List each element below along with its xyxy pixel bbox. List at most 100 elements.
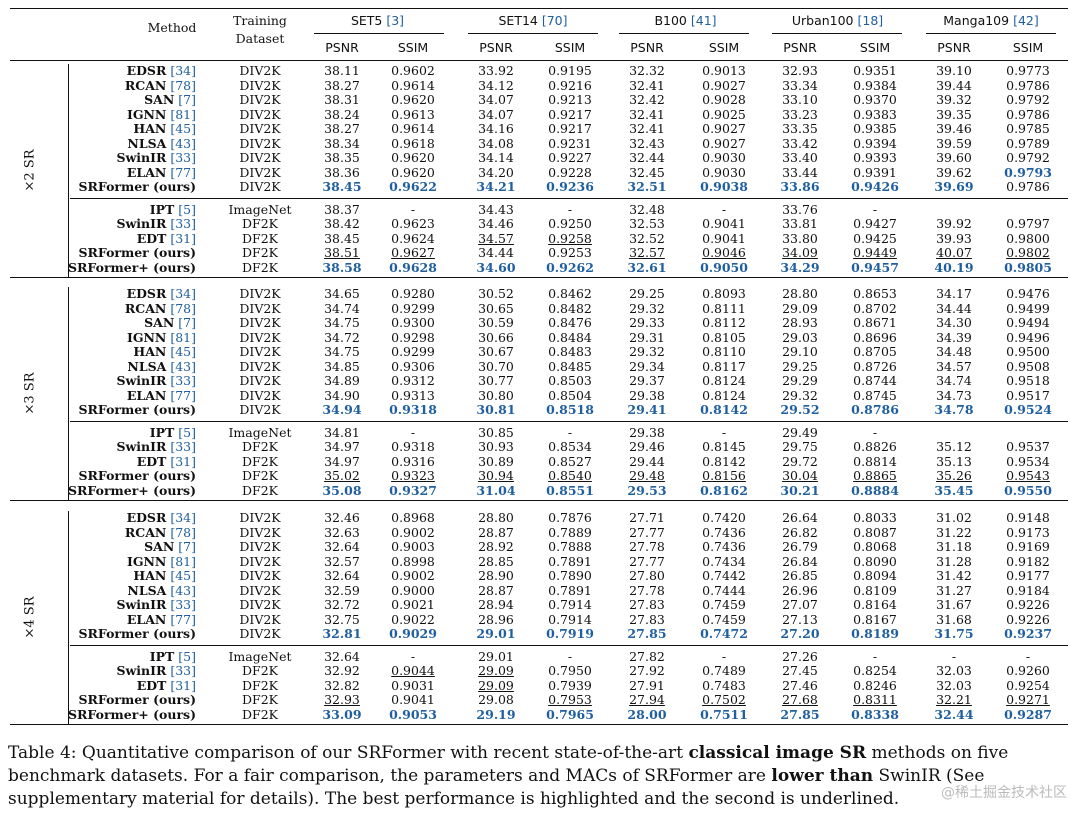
metric-value: 33.42 [782,135,818,151]
metric-value: 31.04 [476,482,516,498]
metric-value: 0.9148 [1006,510,1050,525]
method-name: ELAN [77] [126,611,196,627]
metric-value: 40.07 [936,245,972,260]
metric-value: 0.9620 [391,164,435,180]
metric-value: 30.70 [478,358,514,374]
metric-value: 27.83 [629,597,665,612]
metric-value: 38.51 [324,245,360,260]
metric-header: PSNR [479,40,513,55]
metric-value: 0.7953 [548,692,592,707]
training-dataset: DIV2K [239,329,281,345]
method-name: SRFormer (ours) [78,402,196,417]
metric-value: 32.48 [629,201,665,217]
metric-value: 28.94 [478,597,514,612]
metric-value: 39.32 [936,92,972,107]
metric-value: 0.9041 [391,692,435,707]
metric-value: 27.80 [629,568,665,583]
metric-value: 0.9177 [1006,568,1050,583]
metric-value: 35.08 [322,482,362,498]
method-name: IPT [5] [149,648,196,664]
metric-value: 0.8094 [853,568,897,583]
metric-value: 30.66 [478,329,514,345]
metric-value: 32.82 [324,677,360,693]
metric-value: 38.27 [324,121,360,136]
metric-value: 0.8865 [853,468,897,483]
metric-value: 33.86 [780,179,820,194]
metric-value: 39.46 [936,121,972,136]
metric-value: 38.36 [324,164,360,180]
metric-value: 34.16 [478,121,514,136]
training-dataset: DIV2K [239,150,281,165]
dataset-header: Manga109 [42] [943,13,1039,28]
caption-text: Table 4: Quantitative comparison of our … [8,743,689,763]
metric-value: 29.31 [629,329,665,345]
metric-value: 38.31 [324,92,360,107]
dataset-rule [468,33,598,34]
metric-value: 29.53 [627,482,667,498]
metric-value: 29.34 [629,358,665,374]
metric-value: 0.8093 [702,286,746,301]
metric-value: 0.9792 [1006,150,1050,165]
training-dataset: DIV2K [239,597,281,612]
method-name: SwinIR [33] [116,663,196,678]
method-name: RCAN [78] [124,77,196,93]
metric-value: 39.92 [936,216,972,231]
metric-value: 34.21 [476,179,516,194]
method-name: SRFormer+ (ours) [68,482,196,498]
caption-bold-term: classical image SR [688,743,867,763]
metric-value: 27.82 [629,648,665,664]
metric-value: 29.72 [782,453,818,469]
metric-value: 0.7459 [702,597,746,612]
metric-value: 0.9253 [548,245,592,260]
metric-value: 32.42 [629,92,665,107]
method-name: IGNN [81] [126,106,196,122]
metric-value: 27.77 [629,553,665,569]
metric-value: 0.9786 [1006,179,1050,194]
metric-value: 29.44 [629,453,665,469]
metric-value: 34.09 [782,245,818,260]
metric-value: 34.75 [324,344,360,359]
method-name: SRFormer (ours) [78,245,196,260]
metric-value: 30.77 [478,373,514,388]
metric-value: 0.9312 [391,373,435,388]
metric-value: 0.9182 [1006,553,1050,569]
method-name: ELAN [77] [126,164,196,180]
metric-header: SSIM [1012,40,1044,55]
metric-value: 27.77 [629,524,665,540]
training-dataset: DIV2K [239,387,281,403]
metric-value: 0.8483 [548,344,592,359]
training-dataset: DF2K [242,230,278,246]
metric-value: 0.8485 [548,358,592,374]
metric-value: 0.7472 [700,626,748,641]
metric-value: 34.75 [324,315,360,330]
metric-value: 0.9537 [1006,439,1050,454]
metric-value: 0.8109 [853,582,897,598]
metric-value: 0.9624 [391,230,435,246]
training-dataset: DIV2K [239,402,281,417]
scale-divider [68,511,69,724]
metric-value: 0.8462 [548,286,592,301]
scale-label: ×2 SR [22,149,38,191]
training-dataset: DF2K [242,259,278,275]
metric-value: 0.8504 [548,387,592,403]
metric-value: 27.85 [627,626,667,641]
metric-value: 34.78 [934,402,974,417]
metric-value: - [567,424,573,440]
method-name: HAN [45] [133,344,196,359]
metric-value: 34.07 [478,92,514,107]
metric-header: SSIM [859,40,891,55]
metric-value: 39.93 [936,230,972,246]
metric-value: 0.8814 [853,453,897,469]
section-rule [10,500,1068,501]
metric-value: 0.9628 [389,259,437,275]
metric-value: 0.9300 [391,315,435,330]
metric-value: 0.8167 [853,611,897,627]
metric-value: 30.85 [478,424,514,440]
metric-value: 32.57 [629,245,665,260]
metric-value: 0.8482 [548,300,592,316]
metric-value: 33.81 [782,216,818,231]
metric-value: 34.14 [478,150,514,165]
metric-value: 32.46 [324,510,360,525]
metric-value: 34.48 [936,344,972,359]
metric-value: 0.9793 [1004,164,1052,180]
